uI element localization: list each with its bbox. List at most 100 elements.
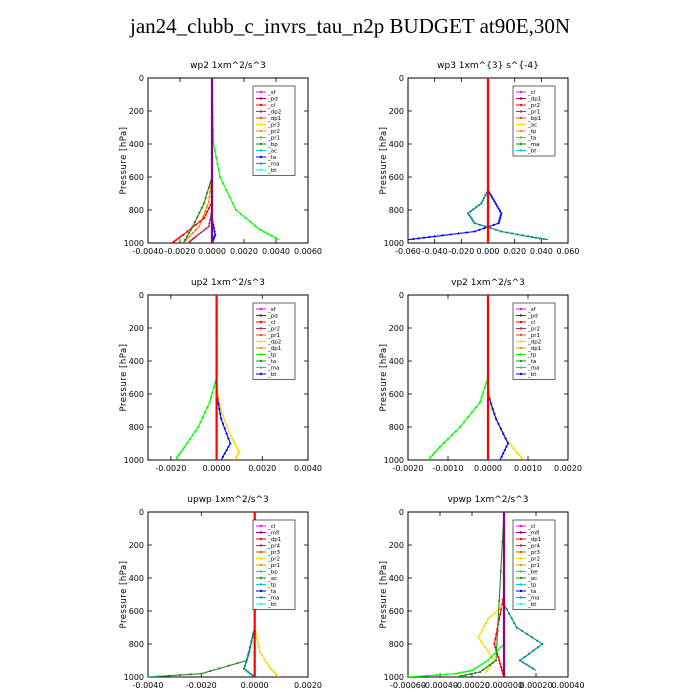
legend-marker <box>259 123 263 126</box>
series-point <box>505 445 508 448</box>
series-point <box>483 625 486 628</box>
series-point <box>213 235 216 238</box>
legend-marker <box>519 346 523 350</box>
legend-marker <box>519 583 523 586</box>
series-point <box>486 295 490 297</box>
legend-entry: _pr3 <box>267 123 281 129</box>
series-point <box>175 238 178 241</box>
series-point <box>482 391 485 394</box>
series-point <box>200 672 203 675</box>
series-point <box>194 223 197 226</box>
series-point <box>187 232 191 235</box>
legend-entry: _tp <box>267 353 277 359</box>
legend-entry: _bt <box>267 372 277 378</box>
series-point <box>486 326 490 330</box>
legend-marker <box>259 576 263 580</box>
y-tick-label: 800 <box>389 206 404 215</box>
x-tick-label: -0.0020 <box>186 681 217 690</box>
x-tick-label: -0.0040 <box>133 247 164 256</box>
chart-panel-wp3: wp3 1xm^{3} s^{-4} Pressure [hPa] 0 200 400 6… <box>379 61 579 256</box>
series-point <box>494 646 497 649</box>
legend-entry: _dp1 <box>527 97 541 103</box>
series-point <box>470 411 474 414</box>
series-point <box>265 661 268 664</box>
series-line-dp2 <box>187 78 213 243</box>
legend-marker <box>519 103 523 107</box>
y-tick-label: 1000 <box>384 673 404 682</box>
series-point <box>202 217 206 220</box>
x-tick-label: 0.040 <box>530 247 553 256</box>
legend-entry: _ta <box>267 589 276 595</box>
series-point <box>191 433 194 437</box>
series-point <box>215 156 218 159</box>
series-point <box>493 612 496 615</box>
series-point <box>247 654 250 657</box>
legend-entry: _cl <box>267 524 276 530</box>
legend-marker <box>259 372 263 376</box>
series-point <box>228 195 231 198</box>
series-point <box>270 234 273 237</box>
series-point <box>201 416 204 419</box>
series-point <box>435 673 438 677</box>
plot-frame <box>147 511 309 678</box>
legend-entry: _ta <box>267 155 276 161</box>
series-point <box>186 230 189 233</box>
series-line-bp <box>455 512 505 677</box>
series-point <box>196 216 199 219</box>
series-point <box>516 452 519 455</box>
series-point <box>185 235 189 238</box>
series-point <box>502 543 506 547</box>
series-point <box>458 671 461 675</box>
y-axis-label: Pressure [hPa] <box>379 561 389 629</box>
series-point <box>526 235 530 238</box>
legend-marker <box>259 346 263 350</box>
series-line-dp1 <box>171 78 213 243</box>
legend-marker <box>259 103 263 107</box>
series-point <box>189 228 192 231</box>
series-point <box>248 651 251 654</box>
series-point <box>190 239 193 242</box>
series-point <box>488 664 491 667</box>
series-point <box>217 402 220 405</box>
series-point <box>215 392 218 396</box>
series-point <box>204 411 207 414</box>
x-tick-label: 0.020 <box>503 247 526 256</box>
series-point <box>250 641 253 644</box>
series-point <box>538 237 542 240</box>
series-point <box>220 417 223 420</box>
y-tick-label: 1000 <box>384 239 404 248</box>
y-tick-label: 0 <box>399 74 404 83</box>
series-point <box>219 412 222 415</box>
legend-entry: _pr2 <box>267 327 280 333</box>
series-point <box>497 656 500 659</box>
series-point <box>207 200 210 203</box>
series-point <box>198 211 201 214</box>
series-point <box>271 669 274 672</box>
series-point <box>199 420 202 424</box>
chart-panel-vp2: vp2 1xm^2/s^3 Pressure [hPa] 0 200 400 600 800… <box>379 278 582 473</box>
series-point <box>483 661 486 664</box>
legend-entry: _bt <box>267 602 277 608</box>
series-point <box>225 424 228 427</box>
series-point <box>502 576 506 580</box>
series-point <box>426 674 429 677</box>
legend-entry: _mfl <box>267 531 280 537</box>
y-axis-label: Pressure [hPa] <box>119 561 129 629</box>
series-point <box>212 236 216 240</box>
y-tick-label: 0 <box>139 74 144 83</box>
series-point <box>483 386 486 389</box>
series-point <box>469 216 472 219</box>
series-point <box>194 235 198 238</box>
legend-entry: _pr1 <box>527 333 540 339</box>
panel-title: wp2 1xm^2/s^3 <box>190 61 266 71</box>
series-point <box>474 406 478 409</box>
legend-entry: _ma <box>267 596 279 602</box>
series-point <box>482 668 485 671</box>
series-point <box>484 194 487 197</box>
series-point <box>505 231 508 234</box>
x-tick-label: -0.040 <box>422 247 448 256</box>
series-point <box>202 202 206 205</box>
legend-entry: _pr1 <box>267 563 280 569</box>
series-point <box>231 202 234 205</box>
legend-entry: _pr1 <box>267 333 280 339</box>
